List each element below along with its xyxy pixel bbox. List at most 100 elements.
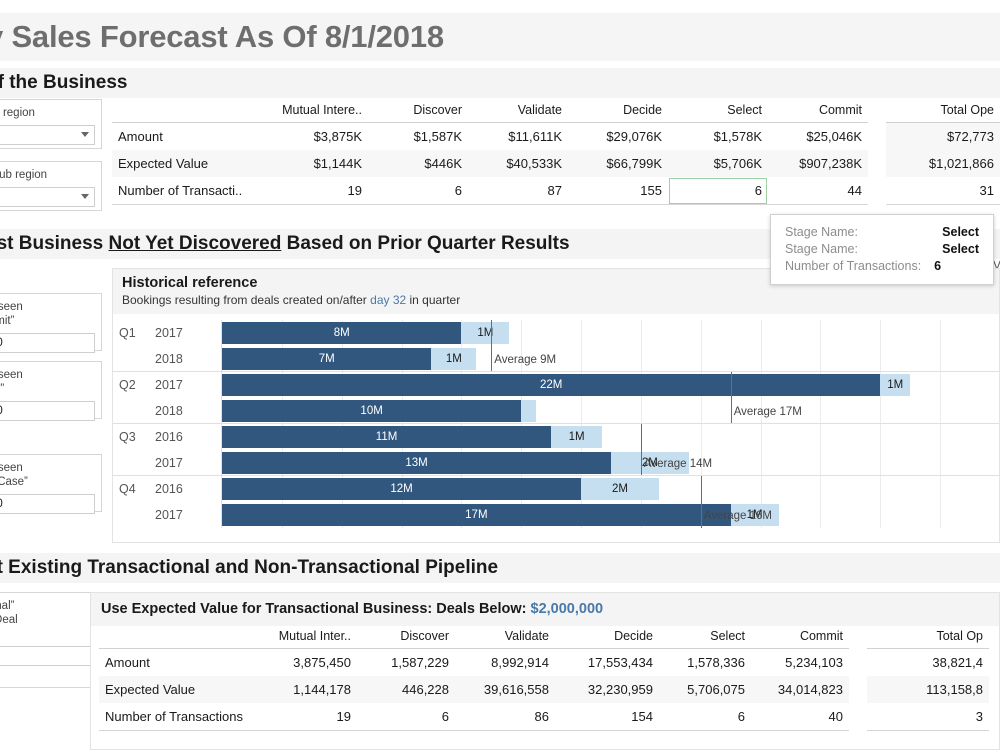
cell-ev-select[interactable]: $5,706K <box>668 150 768 177</box>
cell-tx-commit[interactable]: 44 <box>768 177 868 205</box>
chart-year-label[interactable]: 2017 <box>155 456 183 470</box>
cell-amount-discover[interactable]: 1,587,229 <box>391 655 449 670</box>
chart-year-label[interactable]: 2016 <box>155 430 183 444</box>
chart-bar-segment-secondary[interactable]: 1M <box>551 426 602 448</box>
chart-year-label[interactable]: 2018 <box>155 404 183 418</box>
cell-ev-commit[interactable]: $907,238K <box>768 150 868 177</box>
col-head-total-open[interactable]: Total Op <box>867 626 989 649</box>
chart-bar[interactable]: 1M 11M <box>222 426 1000 448</box>
chart-year-label[interactable]: 2017 <box>155 508 183 522</box>
col-head-commit[interactable]: Commit <box>751 626 849 649</box>
cell-tx-total-open[interactable]: 3 <box>867 703 989 731</box>
chart-quarter-label[interactable]: Q2 <box>119 378 136 392</box>
historical-bar-chart[interactable]: Q1 2017 2018 1M 8M 1M 7M Average 9M Q2 2017 2018 1M… <box>113 320 999 542</box>
filter-input-unseen-best-case[interactable]: 0,000 <box>0 494 95 514</box>
cell-ev-total-open[interactable]: $1,021,866 <box>886 150 1000 177</box>
cell-ev-decide[interactable]: $66,799K <box>568 150 668 177</box>
cell-ev-discover[interactable]: $446K <box>368 150 468 177</box>
col-head-decide[interactable]: Decide <box>568 100 668 123</box>
cell-tx-select[interactable]: 6 <box>668 177 768 205</box>
chart-bar-segment-secondary[interactable]: 1M <box>730 504 779 526</box>
heading-amount[interactable]: $2,000,000 <box>530 601 604 617</box>
cell-tx-commit[interactable]: 40 <box>751 703 849 731</box>
cell-amount-validate[interactable]: $11,611K <box>508 129 562 144</box>
cell-tx-decide[interactable]: 154 <box>555 703 659 731</box>
chart-bar[interactable]: 1M 7M <box>222 348 1000 370</box>
chart-year-label[interactable]: 2018 <box>155 352 183 366</box>
cell-tx-select[interactable]: 6 <box>659 703 751 731</box>
cell-tx-validate[interactable]: 86 <box>455 703 555 731</box>
col-head-discover[interactable]: Discover <box>357 626 455 649</box>
chart-bar-segment-primary[interactable]: 10M <box>222 400 522 422</box>
cell-amount-commit[interactable]: 5,234,103 <box>785 655 843 670</box>
chart-bar-segment-primary[interactable]: 7M <box>222 348 432 370</box>
cell-ev-discover[interactable]: 446,228 <box>357 676 455 703</box>
cell-ev-decide[interactable]: 32,230,959 <box>555 676 659 703</box>
cell-amount-total-open[interactable]: 38,821,4 <box>932 655 983 670</box>
cell-amount-total-open[interactable]: $72,773 <box>886 122 1000 150</box>
chart-bar-segment-secondary[interactable]: 1M <box>461 322 510 344</box>
cell-tx-total-open[interactable]: 31 <box>886 177 1000 205</box>
cell-tx-mutual-interest[interactable]: 19 <box>249 703 357 731</box>
chart-bar-segment-secondary[interactable]: 1M <box>880 374 911 396</box>
col-head-mutual-interest[interactable]: Mutual Intere.. <box>260 100 368 123</box>
filter-select-region[interactable] <box>0 125 95 145</box>
chart-bar-segment-secondary[interactable]: 1M <box>431 348 477 370</box>
cell-amount-select[interactable]: 1,578,336 <box>687 655 745 670</box>
chart-bar-segment-primary[interactable]: 13M <box>222 452 611 474</box>
filter-input-unseen-commit[interactable]: 0,000 <box>0 333 95 353</box>
col-head-validate[interactable]: Validate <box>468 100 568 123</box>
cell-amount-decide[interactable]: 17,553,434 <box>587 655 653 670</box>
cell-ev-mutual-interest[interactable]: $1,144K <box>260 150 368 177</box>
col-head-select[interactable]: Select <box>668 100 768 123</box>
chart-bar-segment-primary[interactable]: 12M <box>222 478 582 500</box>
chart-bar[interactable]: 10M <box>222 400 1000 422</box>
col-head-decide[interactable]: Decide <box>555 626 659 649</box>
chart-bar-segment-primary[interactable]: 22M <box>222 374 881 396</box>
cell-amount-mutual-interest[interactable]: 3,875,450 <box>293 655 351 670</box>
cell-amount-mutual-interest[interactable]: $3,875K <box>313 129 362 144</box>
col-head-total-open[interactable]: Total Ope <box>886 100 1000 123</box>
chart-year-label[interactable]: 2017 <box>155 326 183 340</box>
cell-amount-decide[interactable]: $29,076K <box>606 129 662 144</box>
cell-tx-discover[interactable]: 6 <box>357 703 455 731</box>
chart-bar[interactable]: 1M 22M <box>222 374 1000 396</box>
chart-bar-segment-secondary[interactable]: 2M <box>611 452 689 474</box>
chart-quarter-label[interactable]: Q4 <box>119 482 136 496</box>
chart-bar-segment-primary[interactable]: 17M <box>222 504 731 526</box>
col-head-select[interactable]: Select <box>659 626 751 649</box>
cell-tx-validate[interactable]: 87 <box>468 177 568 205</box>
cell-ev-validate[interactable]: $40,533K <box>468 150 568 177</box>
chart-quarter-label[interactable]: Q1 <box>119 326 136 340</box>
cell-ev-select[interactable]: 5,706,075 <box>659 676 751 703</box>
filter-input-transactional[interactable]: 000 <box>0 646 95 666</box>
chart-quarter-label[interactable]: Q3 <box>119 430 136 444</box>
col-head-mutual-interest[interactable]: Mutual Inter.. <box>249 626 357 649</box>
chart-year-label[interactable]: 2016 <box>155 482 183 496</box>
filter-input-unseen-likely[interactable]: 0,000 <box>0 401 95 421</box>
cell-tx-mutual-interest[interactable]: 19 <box>260 177 368 205</box>
cell-ev-validate[interactable]: 39,616,558 <box>455 676 555 703</box>
col-head-discover[interactable]: Discover <box>368 100 468 123</box>
cell-amount-discover[interactable]: $1,587K <box>413 129 462 144</box>
chart-bar[interactable]: 2M 13M <box>222 452 1000 474</box>
cell-amount-validate[interactable]: 8,992,914 <box>491 655 549 670</box>
chart-bar-segment-secondary[interactable] <box>521 400 537 422</box>
col-head-validate[interactable]: Validate <box>455 626 555 649</box>
cell-ev-mutual-interest[interactable]: 1,144,178 <box>249 676 357 703</box>
chart-bar[interactable]: 2M 12M <box>222 478 1000 500</box>
cell-tx-discover[interactable]: 6 <box>368 177 468 205</box>
cell-ev-total-open[interactable]: 113,158,8 <box>867 676 989 703</box>
chart-bar-segment-primary[interactable]: 8M <box>222 322 462 344</box>
chart-bar[interactable]: 1M 17M <box>222 504 1000 526</box>
chart-bar-segment-secondary[interactable]: 2M <box>581 478 659 500</box>
col-head-commit[interactable]: Commit <box>768 100 868 123</box>
cell-ev-commit[interactable]: 34,014,823 <box>751 676 849 703</box>
chart-bar[interactable]: 1M 8M <box>222 322 1000 344</box>
subtitle-link-day[interactable]: day 32 <box>370 293 407 307</box>
chart-year-label[interactable]: 2017 <box>155 378 183 392</box>
cell-amount-select[interactable]: $1,578K <box>713 129 762 144</box>
cell-tx-decide[interactable]: 155 <box>568 177 668 205</box>
cell-amount-commit[interactable]: $25,046K <box>806 129 862 144</box>
filter-select-sub-region[interactable] <box>0 187 95 207</box>
